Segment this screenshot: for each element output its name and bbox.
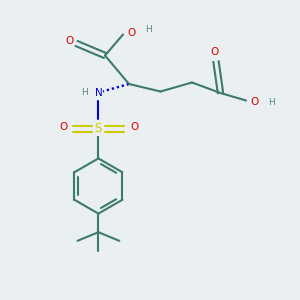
Text: O: O (59, 122, 67, 133)
Text: N: N (94, 88, 102, 98)
Text: H: H (268, 98, 275, 107)
Text: S: S (95, 122, 102, 136)
Text: O: O (130, 122, 138, 133)
Text: O: O (250, 97, 259, 107)
Text: H: H (145, 25, 152, 34)
Text: H: H (81, 88, 88, 97)
Text: O: O (65, 35, 73, 46)
Text: O: O (210, 47, 219, 57)
Text: O: O (127, 28, 136, 38)
